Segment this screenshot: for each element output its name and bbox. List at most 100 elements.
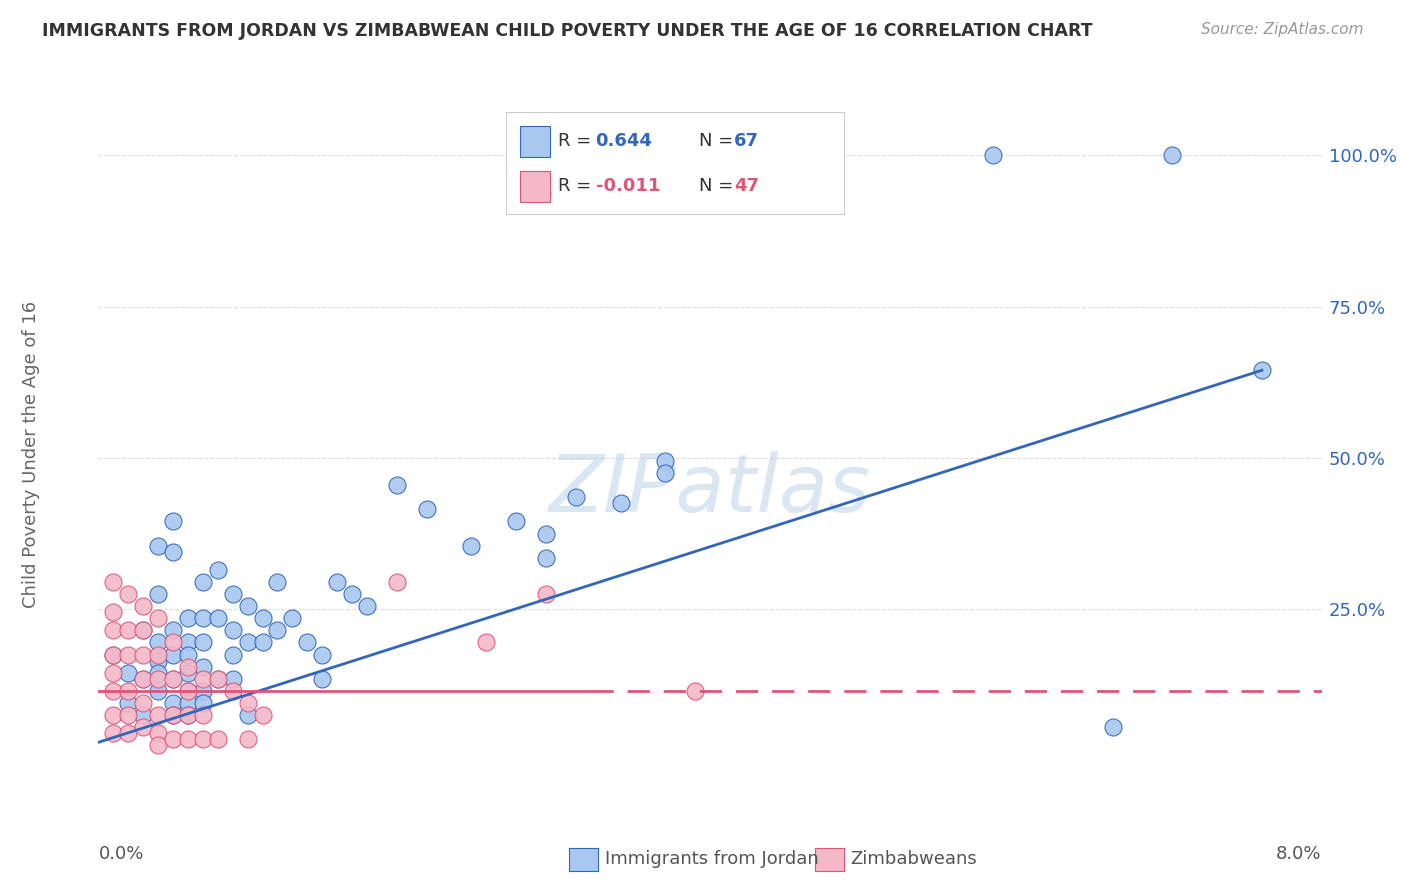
Point: [191, 732, 214, 747]
Text: N =: N =: [699, 132, 738, 150]
Point: [191, 574, 214, 589]
Bar: [520, 126, 550, 157]
Point: [297, 635, 319, 649]
Point: [103, 648, 125, 662]
Point: [103, 726, 125, 740]
Text: 8.0%: 8.0%: [1277, 845, 1322, 863]
Point: [132, 696, 155, 710]
Text: 47: 47: [734, 178, 759, 195]
Point: [162, 624, 184, 638]
Point: [252, 708, 274, 723]
Point: [221, 672, 243, 686]
Point: [177, 696, 200, 710]
Point: [311, 648, 333, 662]
Text: Immigrants from Jordan: Immigrants from Jordan: [605, 850, 818, 868]
Point: [236, 635, 259, 649]
Text: 0.0%: 0.0%: [98, 845, 143, 863]
Point: [132, 720, 155, 734]
Point: [177, 708, 200, 723]
Point: [103, 684, 125, 698]
Point: [326, 574, 349, 589]
Text: Zimbabweans: Zimbabweans: [851, 850, 977, 868]
Point: [252, 611, 274, 625]
Point: [146, 739, 169, 753]
Point: [162, 672, 184, 686]
Text: Source: ZipAtlas.com: Source: ZipAtlas.com: [1201, 22, 1364, 37]
Point: [177, 708, 200, 723]
Point: [281, 611, 304, 625]
Text: ZIPatlas: ZIPatlas: [548, 450, 872, 529]
Point: [132, 648, 155, 662]
Point: [103, 648, 125, 662]
Point: [609, 496, 631, 510]
Point: [162, 545, 184, 559]
Point: [132, 599, 155, 614]
Point: [207, 563, 229, 577]
Point: [103, 708, 125, 723]
Point: [191, 659, 214, 673]
Point: [146, 587, 169, 601]
Point: [146, 708, 169, 723]
Point: [132, 672, 155, 686]
Point: [1101, 720, 1123, 734]
Point: [177, 611, 200, 625]
Point: [475, 635, 498, 649]
Point: [117, 648, 139, 662]
Point: [654, 466, 676, 480]
Text: N =: N =: [699, 178, 738, 195]
Point: [162, 515, 184, 529]
Point: [460, 539, 482, 553]
Point: [117, 587, 139, 601]
Point: [103, 605, 125, 619]
Point: [415, 502, 437, 516]
Point: [207, 672, 229, 686]
Point: [146, 648, 169, 662]
Point: [146, 611, 169, 625]
Point: [162, 696, 184, 710]
Point: [191, 672, 214, 686]
Point: [236, 708, 259, 723]
Text: IMMIGRANTS FROM JORDAN VS ZIMBABWEAN CHILD POVERTY UNDER THE AGE OF 16 CORRELATI: IMMIGRANTS FROM JORDAN VS ZIMBABWEAN CHI…: [42, 22, 1092, 40]
Point: [146, 726, 169, 740]
Point: [1161, 148, 1184, 162]
Point: [534, 587, 557, 601]
Point: [146, 539, 169, 553]
Point: [207, 672, 229, 686]
Point: [177, 659, 200, 673]
Point: [162, 635, 184, 649]
Point: [117, 665, 139, 680]
Point: [385, 478, 408, 492]
Point: [221, 648, 243, 662]
Point: [191, 611, 214, 625]
Point: [356, 599, 378, 614]
Point: [162, 648, 184, 662]
Point: [221, 624, 243, 638]
Text: Child Poverty Under the Age of 16: Child Poverty Under the Age of 16: [22, 301, 41, 608]
Point: [117, 624, 139, 638]
Point: [207, 611, 229, 625]
Point: [177, 635, 200, 649]
Point: [177, 648, 200, 662]
Point: [683, 684, 706, 698]
Point: [505, 515, 527, 529]
Point: [191, 635, 214, 649]
Point: [117, 684, 139, 698]
Point: [340, 587, 363, 601]
Point: [534, 526, 557, 541]
Text: R =: R =: [558, 178, 598, 195]
Point: [103, 665, 125, 680]
Point: [132, 708, 155, 723]
Point: [252, 635, 274, 649]
Point: [221, 684, 243, 698]
Point: [654, 454, 676, 468]
Point: [146, 635, 169, 649]
Point: [132, 672, 155, 686]
Point: [146, 672, 169, 686]
Point: [146, 684, 169, 698]
Point: [983, 148, 1005, 162]
Point: [177, 684, 200, 698]
Bar: [520, 171, 550, 202]
Point: [132, 624, 155, 638]
Point: [266, 574, 288, 589]
Point: [236, 732, 259, 747]
